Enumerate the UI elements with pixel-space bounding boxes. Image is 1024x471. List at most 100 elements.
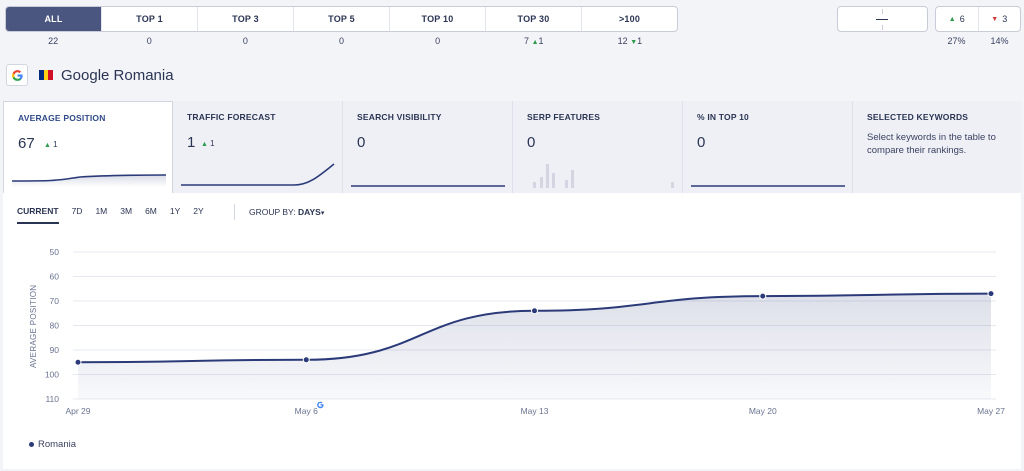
changes-up-button[interactable]: ▲ 6 <box>936 7 978 31</box>
sparkline-serp-features <box>533 164 674 188</box>
filter-counts: 22 0 0 0 0 7 ▲1 12 ▼1 <box>5 36 678 46</box>
range-tab-3m[interactable]: 3M <box>120 206 133 216</box>
range-tab-7d[interactable]: 7D <box>71 206 83 216</box>
group-by-value: DAYS <box>297 207 321 217</box>
count-over100-cell: 12 ▼1 <box>582 36 678 46</box>
selection-range-box[interactable] <box>837 6 928 32</box>
count-top5: 0 <box>338 36 344 46</box>
card-search-visibility[interactable]: SEARCH VISIBILITY 0 <box>343 101 513 193</box>
y-tick-label: 80 <box>50 321 60 331</box>
filter-top30-button[interactable]: TOP 30 <box>485 7 581 31</box>
position-chart: 50 60 70 80 90 100 110 Apr 29 May 6 May 13 May 20… <box>45 247 1005 416</box>
filter-top3-button[interactable]: TOP 3 <box>197 7 293 31</box>
up-arrow-icon: ▲ <box>201 141 208 148</box>
dash-icon <box>876 19 888 20</box>
x-tick-label: May 27 <box>977 406 1005 416</box>
series-area-romania <box>78 293 991 399</box>
card-value: 0 <box>357 134 366 151</box>
card-delta: ▲ 1 <box>201 139 215 148</box>
data-point[interactable] <box>759 292 767 300</box>
data-point[interactable] <box>74 358 82 366</box>
filter-all-button[interactable]: ALL <box>6 7 101 31</box>
card-selected-keywords: SELECTED KEYWORDS Select keywords in the… <box>853 101 1021 193</box>
up-arrow-icon: ▲ <box>44 142 51 149</box>
card-label: TRAFFIC FORECAST <box>187 112 276 122</box>
changes-down-value: 3 <box>1002 14 1008 24</box>
up-arrow-icon: ▲ <box>531 39 539 46</box>
count-top1: 0 <box>146 36 152 46</box>
count-top30: 7 <box>524 36 530 46</box>
sparkline-traffic-forecast <box>181 163 335 186</box>
card-delta: ▲ 1 <box>44 140 58 149</box>
search-engine-button[interactable] <box>6 64 28 86</box>
card-label: AVERAGE POSITION <box>18 113 106 123</box>
y-tick-label: 70 <box>50 296 60 306</box>
range-tabs: CURRENT 7D 1M 3M 6M 1Y 2Y <box>17 206 217 224</box>
page-title: Google Romania <box>61 67 174 84</box>
filter-over100-button[interactable]: >100 <box>581 7 677 31</box>
data-point[interactable] <box>302 356 310 364</box>
chart-legend[interactable]: Romania <box>29 439 76 450</box>
data-point[interactable] <box>531 307 538 315</box>
card-label: SEARCH VISIBILITY <box>357 112 442 122</box>
sparkline-percent-in-top10 <box>691 185 845 187</box>
y-tick-label: 100 <box>45 370 59 380</box>
group-by-label: GROUP BY: <box>249 207 296 217</box>
position-change-box: ▲ 6 ▼ 3 <box>935 6 1021 32</box>
count-top30-cell: 7 ▲1 <box>486 36 582 46</box>
range-tab-2y[interactable]: 2Y <box>193 206 204 216</box>
card-value: 67 <box>18 135 35 152</box>
card-label: % IN TOP 10 <box>697 112 749 122</box>
changes-up-value: 6 <box>959 14 965 24</box>
card-serp-features[interactable]: SERP FEATURES 0 <box>513 101 683 193</box>
x-tick-label: Apr 29 <box>65 406 90 416</box>
filter-top10-button[interactable]: TOP 10 <box>389 7 485 31</box>
card-delta-value: 1 <box>210 139 215 148</box>
chart-panel: CURRENT 7D 1M 3M 6M 1Y 2Y GROUP BY: DAYS… <box>3 193 1021 469</box>
card-average-position[interactable]: AVERAGE POSITION 67 ▲ 1 <box>3 101 173 193</box>
x-tick-label: May 6 <box>295 406 318 416</box>
card-label: SERP FEATURES <box>527 112 601 122</box>
x-tick-label: May 20 <box>749 406 777 416</box>
count-over100: 12 <box>617 36 628 46</box>
legend-dot-icon <box>29 442 34 447</box>
up-arrow-icon: ▲ <box>948 15 956 23</box>
y-tick-label: 60 <box>50 272 60 282</box>
changes-down-pct: 14% <box>990 36 1009 46</box>
y-tick-label: 90 <box>50 345 60 355</box>
range-tab-current[interactable]: CURRENT <box>17 206 59 224</box>
rank-filter-bar: ALL TOP 1 TOP 3 TOP 5 TOP 10 TOP 30 >100 <box>5 6 678 32</box>
range-tab-1m[interactable]: 1M <box>95 206 108 216</box>
card-description: Select keywords in the table to compare … <box>867 132 996 156</box>
count-top10: 0 <box>435 36 441 46</box>
card-value: 0 <box>697 134 706 151</box>
changes-up-pct: 27% <box>947 36 966 46</box>
count-top30-delta: 1 <box>538 36 544 46</box>
romania-flag-icon <box>39 70 54 80</box>
count-top3: 0 <box>242 36 248 46</box>
y-tick-label: 110 <box>45 394 59 404</box>
card-delta-value: 1 <box>53 140 58 149</box>
filter-top5-button[interactable]: TOP 5 <box>293 7 389 31</box>
card-percent-in-top10[interactable]: % IN TOP 10 0 <box>683 101 853 193</box>
sparkline-average-position <box>11 174 167 187</box>
x-tick-label: May 13 <box>521 406 549 416</box>
chevron-down-icon: ▾ <box>320 210 325 217</box>
sparkline-search-visibility <box>351 185 505 187</box>
metric-cards: AVERAGE POSITION 67 ▲ 1 TRAFFIC FORECAST… <box>3 101 1021 193</box>
range-tab-1y[interactable]: 1Y <box>169 206 181 216</box>
down-arrow-icon: ▼ <box>991 15 999 23</box>
filter-top1-button[interactable]: TOP 1 <box>101 7 197 31</box>
card-value: 0 <box>527 134 536 151</box>
google-update-icon[interactable] <box>315 400 325 410</box>
data-point[interactable] <box>987 290 995 298</box>
changes-down-button[interactable]: ▼ 3 <box>977 7 1021 31</box>
down-arrow-icon: ▼ <box>630 39 638 46</box>
card-label: SELECTED KEYWORDS <box>867 112 969 122</box>
card-traffic-forecast[interactable]: TRAFFIC FORECAST 1 ▲ 1 <box>173 101 343 193</box>
range-tab-6m[interactable]: 6M <box>145 206 157 216</box>
count-all: 22 <box>48 36 59 46</box>
google-icon <box>11 69 23 81</box>
group-by-dropdown[interactable]: GROUP BY: DAYS▾ <box>249 207 324 217</box>
changes-percent-row: 27% 14% <box>935 36 1021 46</box>
